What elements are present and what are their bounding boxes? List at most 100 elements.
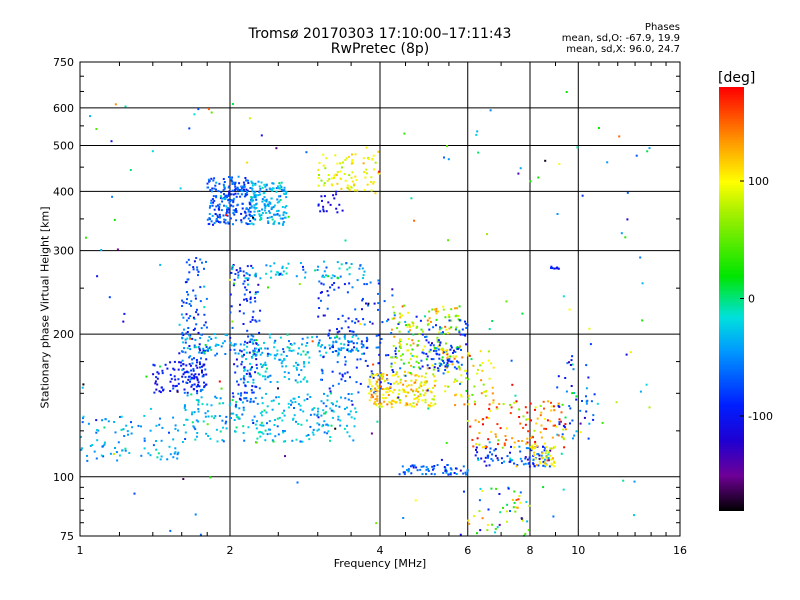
data-point <box>292 397 295 400</box>
data-point <box>334 154 337 157</box>
data-point <box>347 326 350 329</box>
data-point <box>413 393 416 396</box>
data-point <box>356 279 359 282</box>
data-point <box>568 308 571 311</box>
data-point <box>453 381 456 383</box>
data-point <box>466 470 469 473</box>
data-point <box>118 454 121 457</box>
colorbar-band <box>719 351 744 353</box>
data-point <box>237 417 240 420</box>
data-point <box>259 353 262 356</box>
data-point <box>247 208 250 211</box>
data-point <box>519 450 522 453</box>
colorbar-band <box>719 245 744 247</box>
data-point <box>443 361 445 364</box>
data-point <box>256 437 259 440</box>
data-point <box>223 221 226 224</box>
data-point <box>251 356 254 359</box>
data-point <box>474 419 477 422</box>
data-point <box>562 437 565 440</box>
data-point <box>222 402 225 405</box>
data-point <box>377 292 379 295</box>
data-point <box>206 410 209 413</box>
data-point <box>202 347 205 350</box>
data-point <box>195 399 198 402</box>
data-point <box>215 220 218 223</box>
data-point <box>401 388 404 391</box>
colorbar-band <box>719 451 744 453</box>
data-point <box>220 191 223 194</box>
data-point <box>426 389 429 392</box>
data-point <box>269 381 272 383</box>
data-point <box>402 383 405 386</box>
data-point <box>376 395 379 398</box>
data-point <box>243 298 246 301</box>
data-point <box>455 367 458 370</box>
data-point <box>386 391 389 394</box>
data-point <box>201 388 204 391</box>
data-point <box>420 385 423 388</box>
data-point <box>313 407 316 410</box>
data-point <box>359 264 362 267</box>
data-point <box>569 364 572 366</box>
data-point <box>367 156 370 159</box>
data-point <box>231 320 234 323</box>
data-point <box>356 358 359 361</box>
data-point <box>336 328 338 331</box>
data-point <box>492 366 495 369</box>
data-point <box>228 278 231 281</box>
data-point <box>532 459 535 462</box>
data-point <box>275 187 278 190</box>
data-point <box>430 402 433 405</box>
data-point <box>524 457 527 460</box>
data-point <box>245 351 248 354</box>
data-point <box>496 407 499 410</box>
data-point <box>185 302 188 304</box>
data-point <box>465 343 468 346</box>
data-point <box>256 420 258 423</box>
data-point <box>306 380 309 383</box>
data-point <box>293 342 296 345</box>
data-point <box>513 441 516 444</box>
data-point <box>250 196 253 198</box>
data-point <box>285 267 288 270</box>
data-point <box>277 433 280 436</box>
data-point <box>436 340 439 343</box>
data-point <box>246 161 249 164</box>
data-point <box>442 308 445 311</box>
data-point <box>188 345 191 347</box>
data-point <box>372 181 375 183</box>
data-point <box>344 380 347 382</box>
data-point <box>505 427 508 430</box>
data-point <box>505 300 508 303</box>
colorbar-band <box>719 119 744 121</box>
data-point <box>428 328 431 331</box>
data-point <box>339 162 342 165</box>
data-point <box>246 279 249 281</box>
data-point <box>231 183 234 185</box>
data-point <box>234 343 237 346</box>
data-point <box>272 206 275 209</box>
data-point <box>323 260 325 263</box>
data-point <box>494 454 497 457</box>
data-point <box>524 456 527 459</box>
data-point <box>349 350 352 353</box>
data-point <box>561 403 564 406</box>
data-point <box>311 431 314 434</box>
data-point <box>303 362 305 365</box>
data-point <box>340 347 343 350</box>
data-point <box>159 263 162 266</box>
data-point <box>455 393 457 396</box>
data-point <box>368 392 371 395</box>
colorbar-band <box>719 429 744 431</box>
data-point <box>253 352 256 355</box>
data-point <box>334 427 337 430</box>
data-point <box>243 280 246 283</box>
data-point <box>393 311 396 314</box>
data-point <box>186 370 189 373</box>
data-point <box>548 451 550 454</box>
data-point <box>593 393 596 396</box>
data-point <box>537 176 540 179</box>
data-point <box>519 491 522 494</box>
data-point <box>241 401 244 404</box>
